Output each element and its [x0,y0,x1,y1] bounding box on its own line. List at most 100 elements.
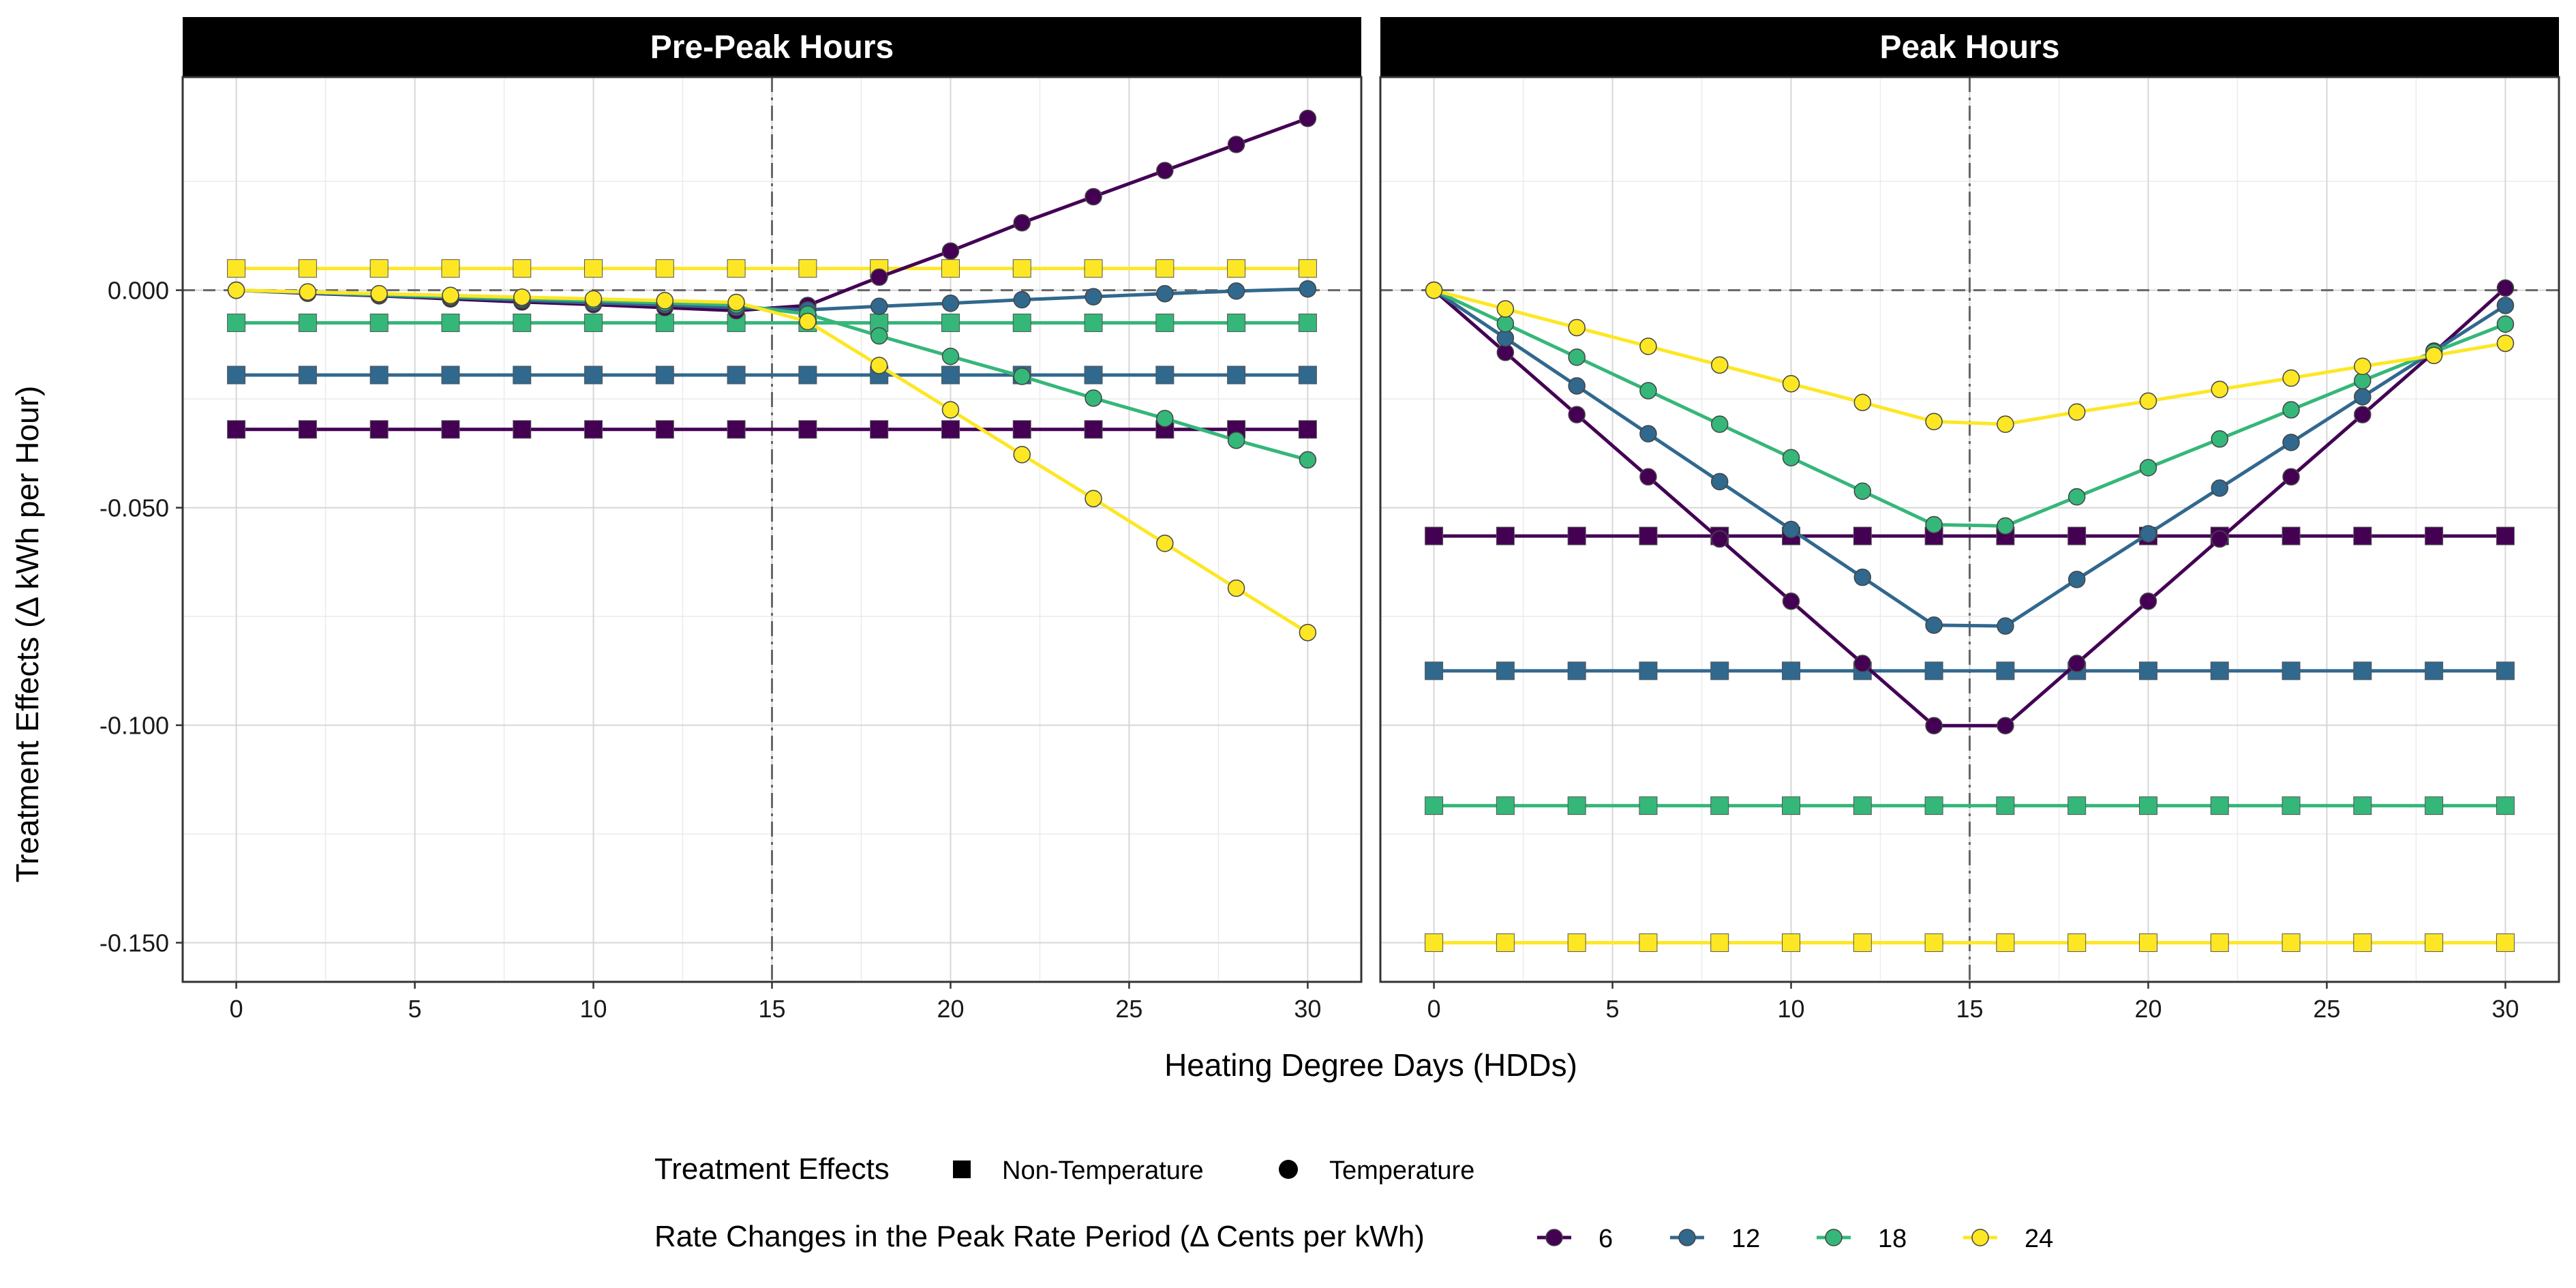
circle-point [2211,530,2229,548]
series-line [236,288,1309,634]
square-point [369,420,389,439]
square-point [798,259,817,278]
square-point [1567,526,1586,545]
circle-point [727,293,745,312]
legend-key-dot [1545,1229,1563,1246]
square-point [2353,661,2372,680]
square-point [584,259,603,278]
circle-point [1299,280,1317,298]
legend-circle-key [1279,1160,1298,1179]
square-point [2067,526,2087,545]
circle-point [2067,655,2086,672]
square-point [1853,933,1872,953]
series-non-temperature-12 [227,365,1317,385]
x-tick-label: 20 [937,995,964,1023]
square-point [1567,661,1586,680]
square-point [1155,259,1175,278]
x-tick-label: 0 [230,995,243,1023]
square-point [727,420,746,439]
square-point [1996,933,2015,953]
square-point [369,259,389,278]
square-point [1782,661,1801,680]
square-point [1084,365,1103,385]
square-point [1084,420,1103,439]
square-point [2138,933,2157,953]
x-tick-label: 20 [2134,995,2162,1023]
circle-point [1568,348,1586,366]
circle-point [1710,530,1729,548]
square-point [727,365,746,385]
x-tick-label: 15 [758,995,785,1023]
square-point [298,313,317,332]
circle-point [1639,382,1657,400]
legend-color-keys: 6 12 18 24 [1537,1225,2053,1253]
square-point [227,313,246,332]
square-point [441,259,460,278]
square-point [513,313,532,332]
square-point [1996,661,2015,680]
y-axis-label: Treatment Effects (Δ kWh per Hour) [10,386,45,883]
circle-point [1299,109,1317,128]
circle-point [1925,515,1943,534]
circle-point [941,295,960,312]
series-non-temperature-24 [1425,933,2515,953]
circle-point [2067,488,2086,506]
series-non-temperature-6 [1425,526,2515,545]
legend-key-18: 18 [1817,1225,1907,1253]
square-point [2496,526,2515,545]
circle-point [1710,473,1729,491]
circle-point [870,297,888,315]
square-point [1425,933,1444,953]
square-point [2067,796,2087,815]
x-tick-label: 30 [1294,995,1321,1023]
circle-point [370,284,388,303]
square-point [1567,933,1586,953]
circle-point [1227,136,1245,153]
series-line [1433,288,2506,426]
circle-point [870,357,888,374]
x-tick-label: 10 [1778,995,1805,1023]
circle-point [799,312,817,331]
circle-point [2425,346,2443,365]
circle-point [1568,318,1586,337]
square-point [1853,796,1872,815]
legend-square-key [953,1160,971,1178]
circle-point [1782,375,1800,393]
square-point [227,420,246,439]
legend-key-label: 18 [1878,1225,1907,1253]
circle-point [1085,389,1102,407]
circle-point [1710,356,1729,374]
legend-key-dot [1971,1229,1989,1246]
square-point [2496,661,2515,680]
square-point [870,420,889,439]
square-point [2282,661,2301,680]
square-point [2138,661,2157,680]
series-temperature-24 [227,281,1317,642]
panel-pre-peak: Pre-Peak Hours 0 5 10 15 20 25 30 0.000 -0.050 -0.… [100,17,1363,1023]
square-point [1084,259,1103,278]
square-point [1710,796,1729,815]
x-tick-label: 25 [1115,995,1142,1023]
square-point [584,365,603,385]
square-point [1496,933,1515,953]
circle-point [2139,593,2157,610]
series-temperature-24 [1425,281,2515,433]
chart-panels: Pre-Peak Hours 0 5 10 15 20 25 30 0.000 -0.050 -0.… [100,17,2560,1023]
square-point [584,420,603,439]
circle-point [1782,449,1800,466]
square-point [1710,933,1729,953]
square-point [2210,661,2229,680]
circle-point [1710,415,1729,433]
square-point [1012,313,1031,332]
panel-strip [183,17,1361,77]
square-point [441,313,460,332]
circle-point [1997,415,2014,433]
x-tick-label: 0 [1427,995,1441,1023]
square-point [798,365,817,385]
circle-point [2211,430,2229,448]
square-point [1227,365,1246,385]
y-tick-label: -0.150 [100,929,169,957]
square-point [1012,420,1031,439]
circle-point [941,347,960,365]
